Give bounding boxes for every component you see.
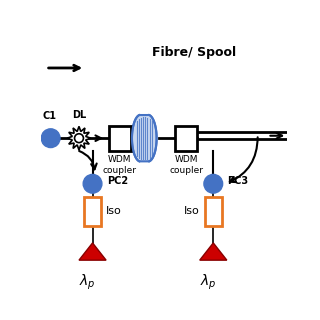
Polygon shape — [67, 126, 91, 150]
Text: C1: C1 — [43, 111, 56, 121]
Text: WDM
coupler: WDM coupler — [169, 156, 203, 175]
Text: PC2: PC2 — [107, 176, 128, 186]
Polygon shape — [200, 243, 227, 260]
Text: $\lambda_p$: $\lambda_p$ — [200, 273, 217, 292]
Text: DL: DL — [72, 110, 86, 120]
Text: $\lambda_p$: $\lambda_p$ — [79, 273, 96, 292]
FancyBboxPatch shape — [84, 197, 101, 226]
Circle shape — [204, 174, 223, 193]
Circle shape — [83, 174, 102, 193]
FancyBboxPatch shape — [205, 197, 222, 226]
Text: WDM
coupler: WDM coupler — [103, 156, 137, 175]
Polygon shape — [132, 115, 156, 161]
Circle shape — [75, 134, 84, 143]
Text: Iso: Iso — [184, 206, 200, 217]
Text: PC3: PC3 — [228, 176, 249, 186]
Polygon shape — [79, 243, 106, 260]
Circle shape — [41, 129, 60, 148]
Text: Iso: Iso — [106, 206, 122, 217]
FancyBboxPatch shape — [108, 126, 131, 150]
FancyBboxPatch shape — [175, 126, 197, 150]
Text: Fibre/ Spool: Fibre/ Spool — [151, 46, 236, 59]
